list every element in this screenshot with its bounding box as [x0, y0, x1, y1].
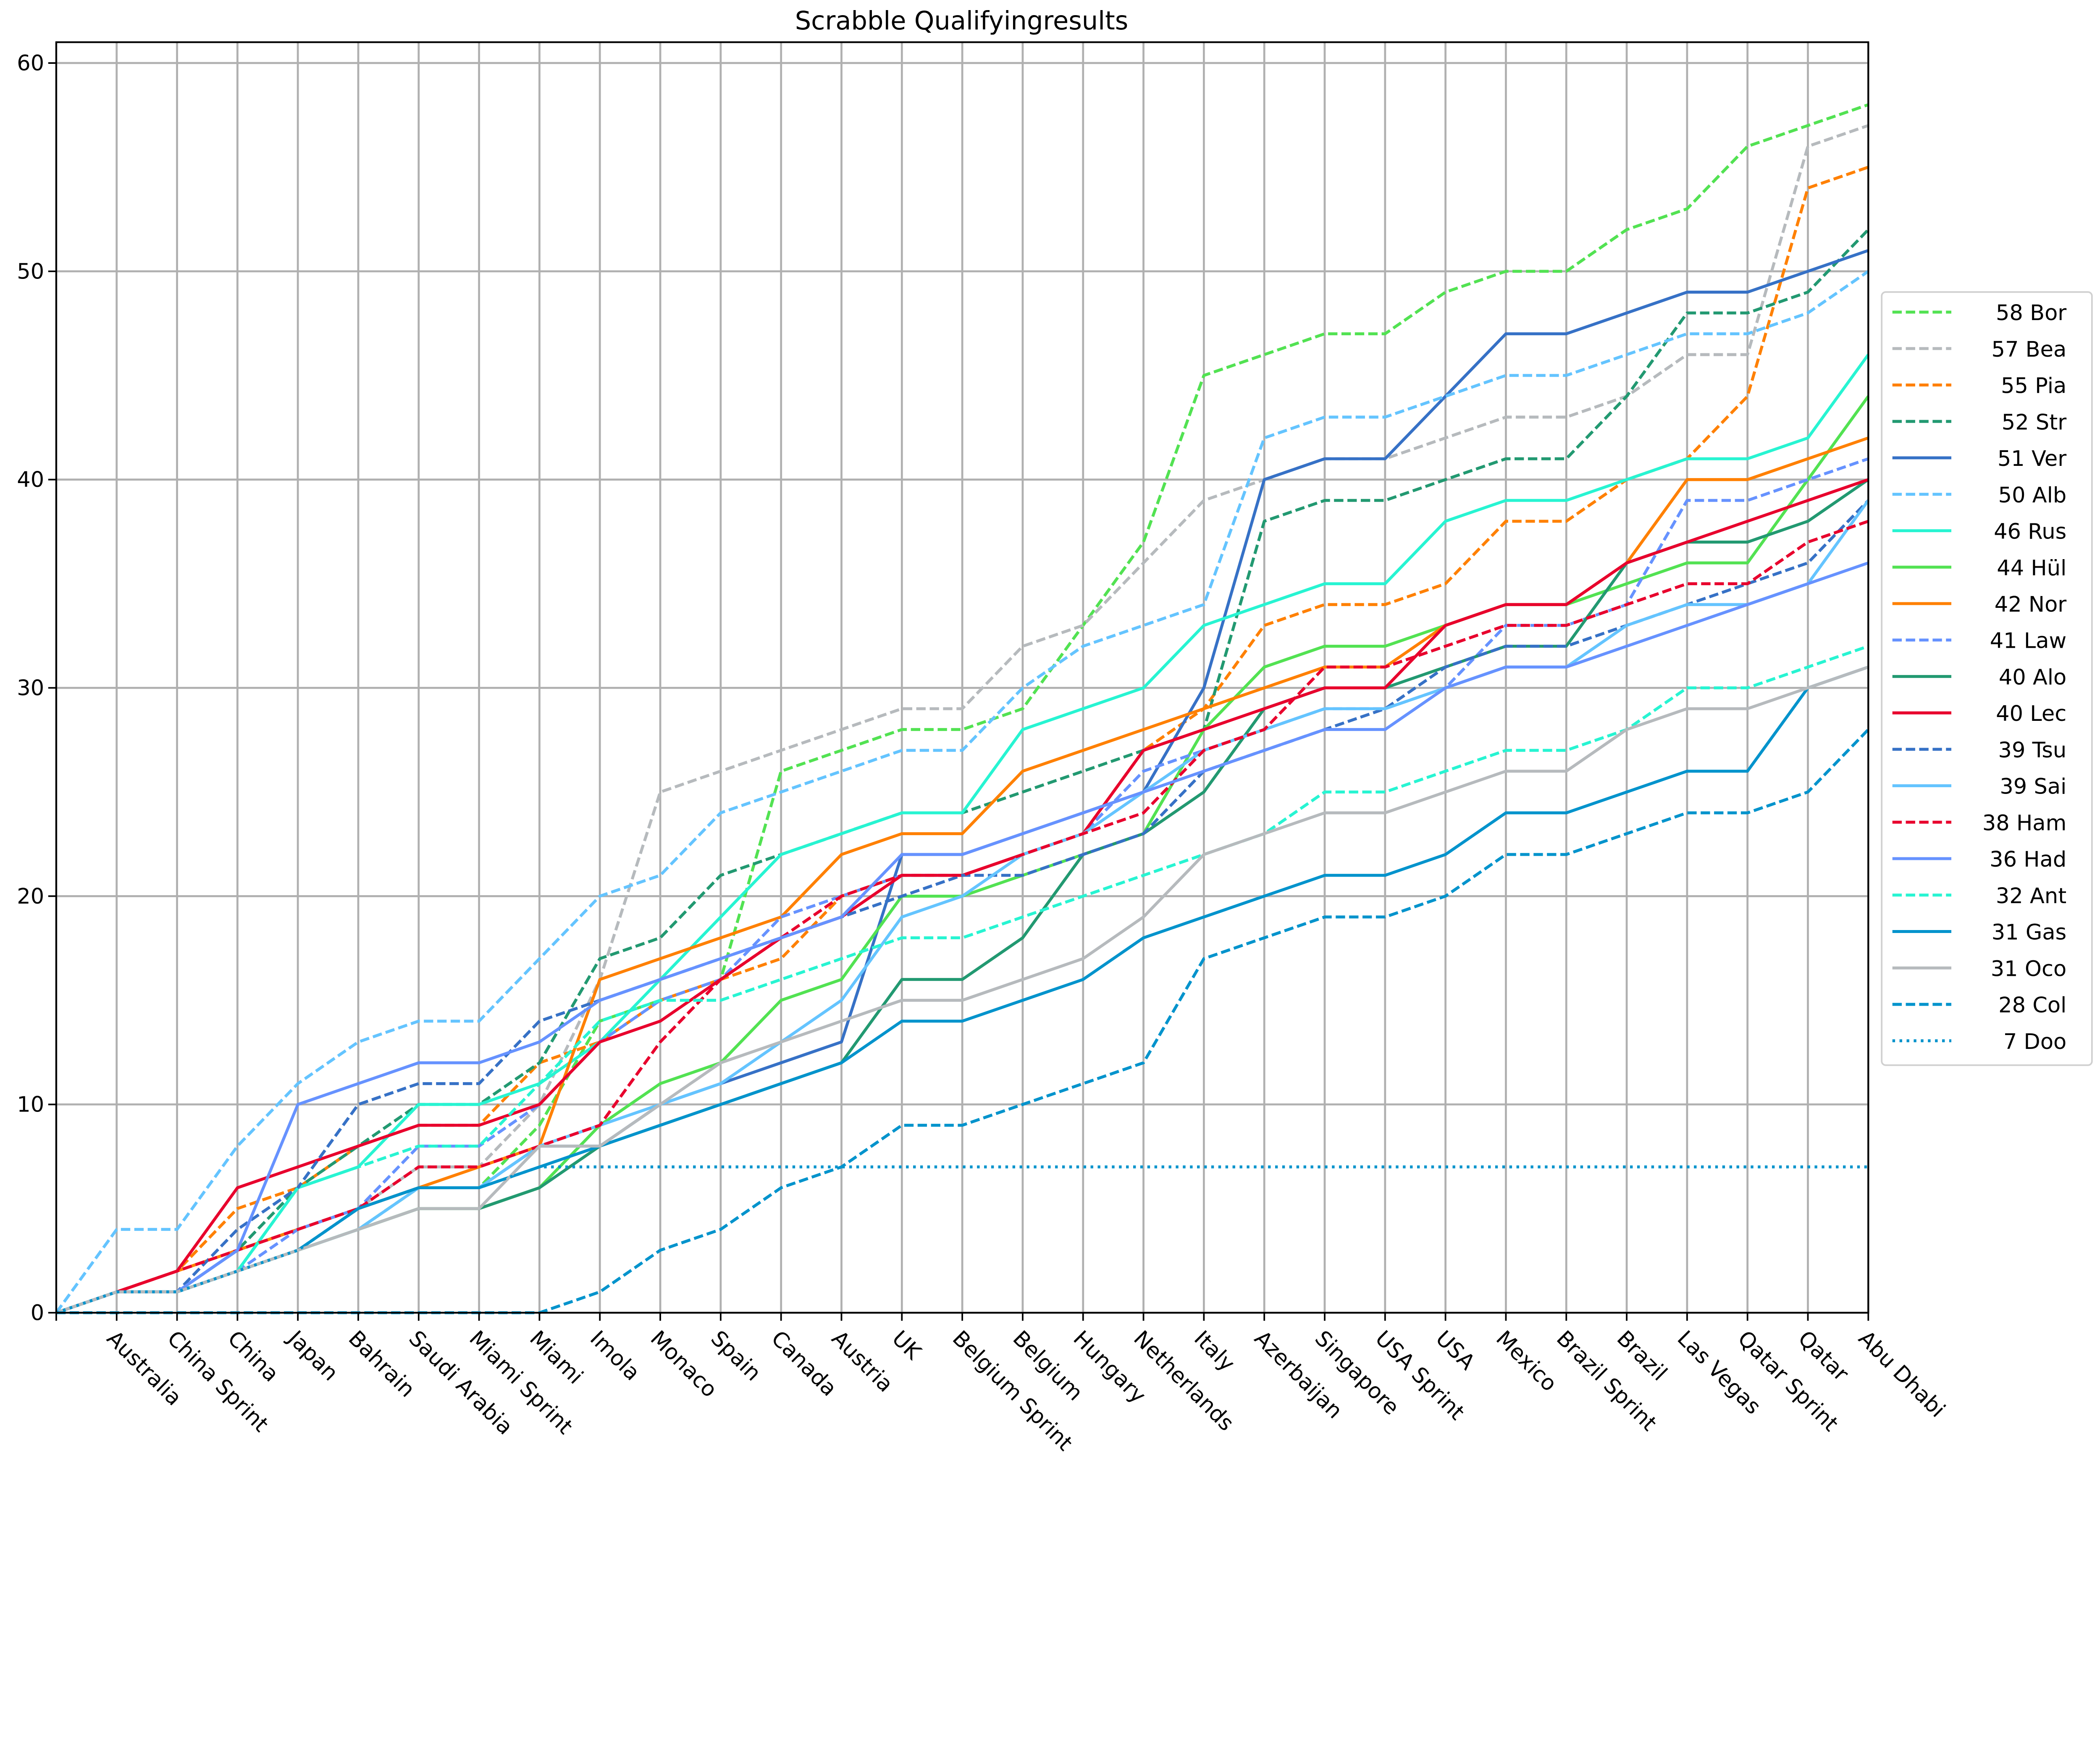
y-tick-label: 60: [17, 51, 44, 76]
x-tick-label: USA: [1431, 1326, 1479, 1375]
series-line-gas: [55, 665, 1869, 1314]
line-chart: Scrabble Qualifyingresults AustraliaChin…: [17, 6, 2093, 1456]
x-tick-label: Abu Dhabi: [1853, 1326, 1950, 1422]
x-tick-label: Miami Sprint: [464, 1326, 577, 1439]
y-tick-label: 20: [17, 884, 44, 909]
legend-box: [1881, 291, 2093, 1066]
grid: [55, 42, 1869, 1314]
x-tick-label: Bahrain: [344, 1326, 420, 1402]
legend-label: 51 Ver: [1998, 447, 2066, 471]
series-line-had: [55, 561, 1869, 1314]
y-tick-label: 40: [17, 468, 44, 492]
series-line-doo: [55, 1165, 1869, 1314]
plot-frame: [55, 41, 1869, 1314]
x-tick-label: Qatar: [1793, 1326, 1853, 1386]
legend-label: 42 Nor: [1995, 592, 2067, 617]
legend-label: 39 Tsu: [1998, 738, 2067, 763]
legend-label: 32 Ant: [1996, 884, 2066, 909]
series-line-ham: [55, 520, 1869, 1314]
legend-label: 44 Hül: [1997, 556, 2066, 581]
y-tick-label: 10: [17, 1093, 44, 1117]
legend: 58 Bor 57 Bea 55 Pia 52 Str 51 Ver 50 Alb 46 R…: [1881, 291, 2093, 1066]
y-tick-label: 30: [17, 676, 44, 701]
x-tick-label: Monaco: [646, 1326, 722, 1403]
legend-label: 50 Alb: [1998, 483, 2067, 508]
legend-label: 28 Col: [1998, 993, 2066, 1018]
legend-label: 31 Gas: [1992, 920, 2067, 945]
x-tick-label: Brazil: [1612, 1326, 1672, 1386]
legend-label: 46 Rus: [1994, 520, 2066, 544]
x-tick-label: Japan: [282, 1325, 343, 1386]
legend-label: 55 Pia: [2001, 374, 2066, 399]
legend-label: 36 Had: [1990, 847, 2066, 872]
legend-label: 57 Bea: [1991, 337, 2066, 362]
x-tick-label: Imola: [585, 1326, 645, 1386]
series-line-oco: [55, 665, 1869, 1314]
x-tick-label: Italy: [1189, 1326, 1239, 1377]
series-line-ant: [55, 645, 1869, 1314]
x-tick-label: Saudi Arabia: [404, 1326, 518, 1440]
legend-label: 52 Str: [2002, 410, 2067, 435]
y-tick-label: 0: [31, 1301, 44, 1326]
chart-title: Scrabble Qualifyingresults: [795, 6, 1129, 36]
series-line-alb: [55, 270, 1869, 1314]
y-tick-label: 50: [17, 259, 44, 284]
x-tick-label: UK: [887, 1326, 926, 1365]
series-line-tsu: [55, 499, 1869, 1314]
legend-label: 39 Sai: [2000, 775, 2066, 799]
x-tick-label: Canada: [766, 1326, 841, 1401]
x-tick-label: Spain: [706, 1326, 766, 1386]
legend-label: 38 Ham: [1982, 811, 2066, 836]
legend-label: 7 Doo: [2003, 1030, 2066, 1054]
series-lines: [55, 103, 1870, 1314]
x-tick-label: Mexico: [1491, 1326, 1562, 1397]
legend-label: 58 Bor: [1996, 301, 2066, 326]
legend-label: 40 Alo: [1999, 665, 2066, 690]
legend-label: 31 Oco: [1991, 957, 2067, 981]
legend-label: 41 Law: [1990, 629, 2067, 654]
legend-label: 40 Lec: [1996, 702, 2066, 726]
